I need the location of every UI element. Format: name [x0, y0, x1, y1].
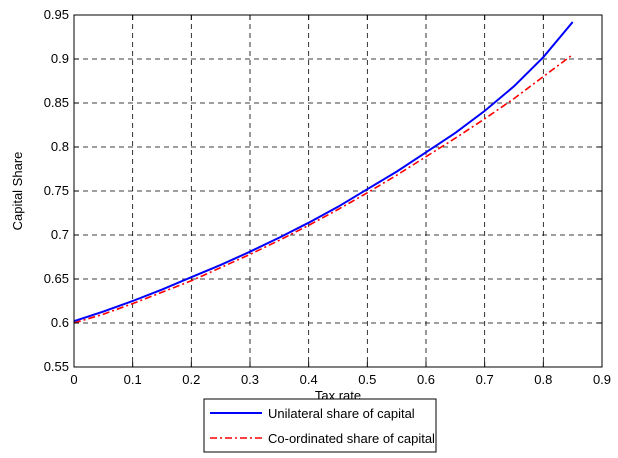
x-tick-label: 0.4 [300, 372, 318, 387]
series-layer [73, 21, 574, 324]
y-tick-label: 0.75 [44, 183, 69, 198]
x-tick-label: 0.1 [124, 372, 142, 387]
y-tick-label: 0.55 [44, 359, 69, 374]
x-tick-label: 0.8 [534, 372, 552, 387]
tick-labels: 0 0.1 0.2 0.3 0.4 0.5 0.6 0.7 0.8 0.9 0.55 0.6 0.65 0… [44, 7, 611, 387]
y-tick-label: 0.85 [44, 95, 69, 110]
y-tick-label: 0.7 [51, 227, 69, 242]
x-tick-label: 0.3 [241, 372, 259, 387]
legend-label-coordinated: Co-ordinated share of capital [268, 431, 435, 446]
series-line-unilateral [73, 21, 574, 323]
x-tick-label: 0.9 [593, 372, 611, 387]
x-tick-label: 0 [70, 372, 77, 387]
x-tick-label: 0.6 [417, 372, 435, 387]
x-tick-label: 0.2 [182, 372, 200, 387]
legend-box [203, 398, 437, 453]
y-tick-label: 0.9 [51, 51, 69, 66]
y-axis-label: Capital Share [10, 152, 25, 231]
tick-marks [73, 14, 603, 368]
grid [74, 15, 602, 367]
y-tick-label: 0.6 [51, 315, 69, 330]
x-tick-label: 0.7 [476, 372, 494, 387]
y-tick-label: 0.95 [44, 7, 69, 22]
legend: Unilateral share of capital Co-ordinated… [203, 398, 437, 453]
y-tick-label: 0.8 [51, 139, 69, 154]
legend-label-unilateral: Unilateral share of capital [268, 406, 415, 421]
y-tick-label: 0.65 [44, 271, 69, 286]
x-tick-label: 0.5 [358, 372, 376, 387]
series-line-coordinated [73, 53, 574, 324]
